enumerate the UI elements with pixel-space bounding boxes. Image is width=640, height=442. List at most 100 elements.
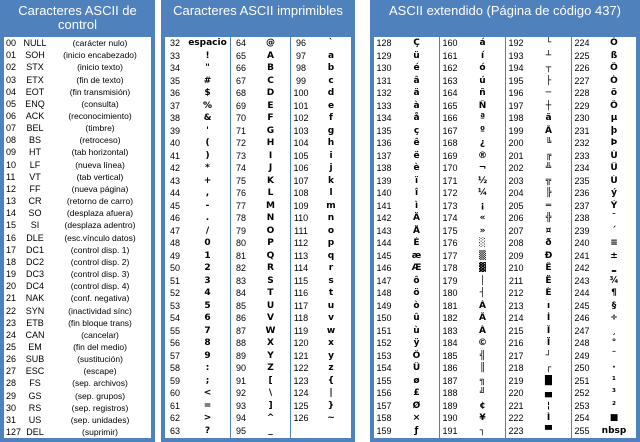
char-code: 191 — [442, 425, 458, 436]
char-name: ENQ — [25, 98, 45, 109]
char-code: 49 — [169, 250, 180, 261]
extended-row: 216 Ï — [506, 337, 571, 350]
extended-row: 230 µ — [572, 112, 636, 125]
char-glyph: Ó — [610, 38, 618, 49]
char-glyph: 0 — [204, 238, 211, 249]
char-glyph: ½ — [477, 175, 488, 186]
char-code: 58 — [169, 363, 180, 374]
printable-row: 40 ( — [165, 137, 230, 150]
printable-row: 57 9 — [165, 350, 230, 363]
extended-row: 164 ñ — [440, 87, 505, 100]
char-glyph: \ — [268, 388, 273, 399]
printable-row: 68 D — [231, 87, 290, 100]
char-glyph: ï — [414, 175, 419, 186]
extended-row: 248 ° — [572, 337, 636, 350]
char-name: ETB — [26, 317, 44, 328]
char-code: 251 — [574, 375, 590, 386]
extended-row: 188 ╝ — [440, 387, 505, 400]
char-code: 98 — [295, 63, 306, 74]
char-glyph: è — [413, 163, 420, 174]
control-column: 00 NULL (carácter nulo) 01 SOH (inicio encabe… — [4, 37, 151, 438]
char-code: 19 — [6, 269, 17, 280]
char-glyph: ¤ — [545, 225, 552, 236]
char-name: CR — [28, 196, 42, 207]
char-code: 133 — [376, 100, 392, 111]
extended-row: 197 ┼ — [506, 100, 571, 113]
printable-row: 69 E — [231, 100, 290, 113]
char-code: 138 — [376, 163, 392, 174]
char-glyph: K — [267, 175, 274, 186]
char-code: 08 — [6, 135, 17, 146]
printable-row: 126 ~ — [291, 412, 351, 425]
extended-row: 247 ¸ — [572, 325, 636, 338]
char-name: RS — [28, 402, 42, 413]
extended-column: 224 Ó 225 ß 226 Ô 227 Ò 228 õ 229 Õ 230 µ 231 þ 232 Þ 233 Ú… — [572, 37, 636, 438]
char-glyph: Ò — [610, 75, 618, 86]
char-glyph: ' — [206, 125, 209, 136]
char-code: 32 — [169, 38, 180, 49]
char-code: 118 — [293, 313, 309, 324]
char-glyph: ; — [205, 375, 210, 386]
char-glyph: ║ — [479, 363, 486, 374]
char-code: 07 — [6, 123, 17, 134]
char-code: 99 — [295, 75, 306, 86]
printable-row: 50 2 — [165, 262, 230, 275]
char-glyph: q — [327, 250, 335, 261]
char-code: 146 — [376, 263, 392, 274]
printable-row: 71 G — [231, 125, 290, 138]
printable-row: 123 { — [291, 375, 351, 388]
char-glyph: Á — [479, 300, 486, 311]
printable-row: 104 h — [291, 137, 351, 150]
printable-row: 54 6 — [165, 312, 230, 325]
char-code: 128 — [376, 38, 392, 49]
char-code: 04 — [6, 86, 17, 97]
char-glyph: Ê — [545, 263, 552, 274]
char-code: 00 — [6, 38, 17, 49]
char-glyph: h — [327, 138, 335, 149]
extended-row: 232 Þ — [572, 137, 636, 150]
char-code: 43 — [169, 175, 180, 186]
char-name: LF — [29, 159, 41, 170]
printable-row: 32 espacio — [165, 37, 230, 50]
extended-row: 186 ║ — [440, 362, 505, 375]
extended-row: 214 Í — [506, 312, 571, 325]
char-glyph: ë — [413, 150, 420, 161]
char-glyph: £ — [413, 388, 420, 399]
char-glyph: w — [326, 325, 336, 336]
char-glyph: ├ — [545, 75, 552, 86]
extended-row: 159 ƒ — [374, 425, 439, 438]
char-code: 192 — [508, 38, 524, 49]
char-code: 122 — [293, 363, 309, 374]
char-code: 116 — [293, 288, 309, 299]
extended-row: 195 ├ — [506, 75, 571, 88]
printable-row: 78 N — [231, 212, 290, 225]
char-description: (sep. archivos) — [72, 378, 128, 389]
char-code: 42 — [169, 163, 180, 174]
printable-row: 64 @ — [231, 37, 290, 50]
char-glyph: ÷ — [610, 313, 618, 324]
char-code: 22 — [6, 305, 17, 316]
char-code: 136 — [376, 138, 392, 149]
extended-row: 153 Ö — [374, 350, 439, 363]
char-code: 05 — [6, 98, 17, 109]
char-name: HT — [29, 147, 41, 158]
char-glyph: ç — [413, 125, 420, 136]
char-description: (nueva línea) — [75, 159, 125, 170]
char-code: 150 — [376, 313, 392, 324]
extended-chars-table: 128 Ç 129 ü 130 é 131 â 132 ä 133 à 134 å 135 ç 136 ê 137 ë… — [374, 37, 636, 438]
extended-row: 204 ╠ — [506, 187, 571, 200]
char-code: 217 — [508, 350, 524, 361]
char-description: (reconocimiento) — [68, 111, 132, 122]
char-code: 248 — [574, 338, 590, 349]
extended-row: 144 É — [374, 237, 439, 250]
printable-row: 35 # — [165, 75, 230, 88]
extended-row: 203 ╦ — [506, 175, 571, 188]
extended-row: 217 ┘ — [506, 350, 571, 363]
printable-row: 117 u — [291, 300, 351, 313]
char-glyph: Ã — [545, 125, 552, 136]
char-name: DEL — [26, 427, 44, 438]
printable-row: 33! — [165, 50, 230, 63]
extended-row: 201 ╔ — [506, 150, 571, 163]
char-code: 102 — [293, 113, 309, 124]
printable-row: 85 U — [231, 300, 290, 313]
